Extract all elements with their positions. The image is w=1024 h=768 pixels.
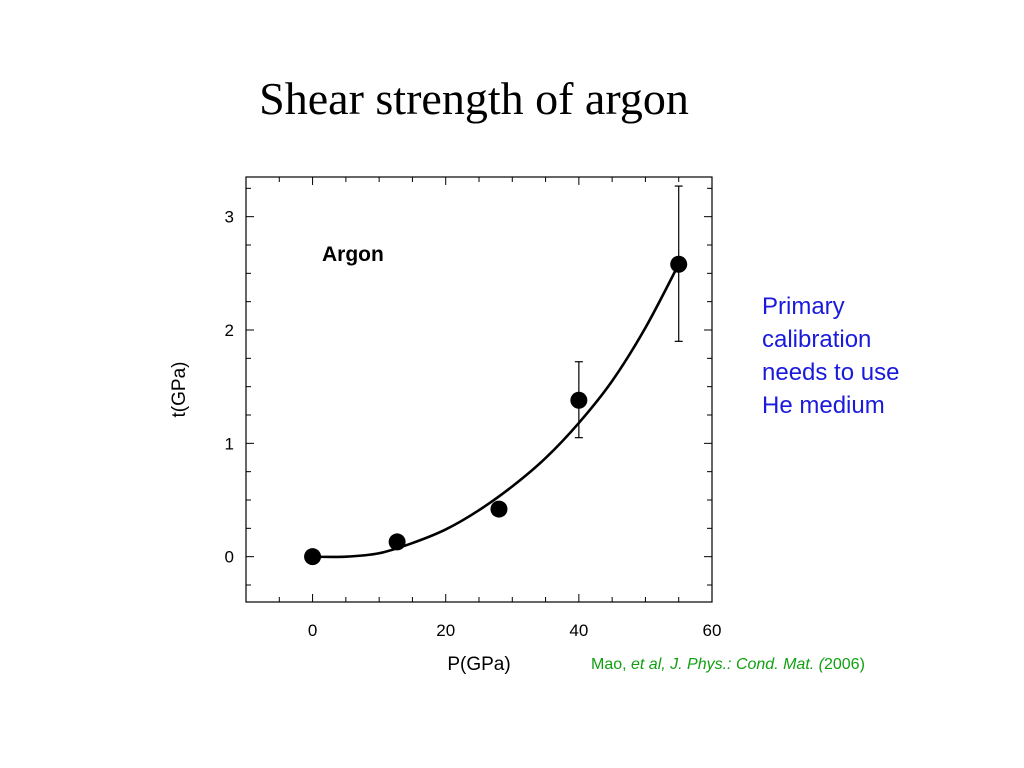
citation-journal: et al, J. Phys.: Cond. Mat. (631, 656, 819, 673)
y-tick-label: 0 (225, 548, 234, 567)
note-line: He medium (762, 392, 885, 419)
y-tick-label: 1 (225, 434, 234, 453)
y-tick-label: 3 (225, 208, 234, 227)
plot-frame (245, 176, 713, 603)
y-tick-label: 2 (225, 321, 234, 340)
calibration-note: Primary calibration needs to use He medi… (762, 290, 962, 422)
data-point (490, 500, 508, 518)
note-line: Primary (762, 293, 845, 320)
citation-author: Mao, (591, 656, 632, 673)
x-tick-label: 60 (703, 621, 722, 640)
x-tick-label: 0 (308, 621, 317, 640)
note-line: needs to use (762, 359, 900, 386)
citation-year-open: ( (818, 656, 824, 673)
data-point (670, 255, 688, 273)
x-tick-label: 20 (436, 621, 455, 640)
data-point (570, 391, 588, 409)
citation: Mao, et al, J. Phys.: Cond. Mat. (2006) (591, 656, 865, 674)
data-point (304, 548, 322, 566)
fit-curve (312, 263, 680, 559)
note-line: calibration (762, 326, 872, 353)
y-axis-label: t(GPa) (169, 362, 190, 418)
citation-year: 2006) (823, 656, 865, 673)
slide-title: Shear strength of argon (259, 73, 689, 124)
x-axis-label: P(GPa) (447, 654, 510, 675)
data-point (388, 533, 406, 551)
series-annotation: Argon (322, 243, 384, 266)
x-tick-label: 40 (569, 621, 588, 640)
